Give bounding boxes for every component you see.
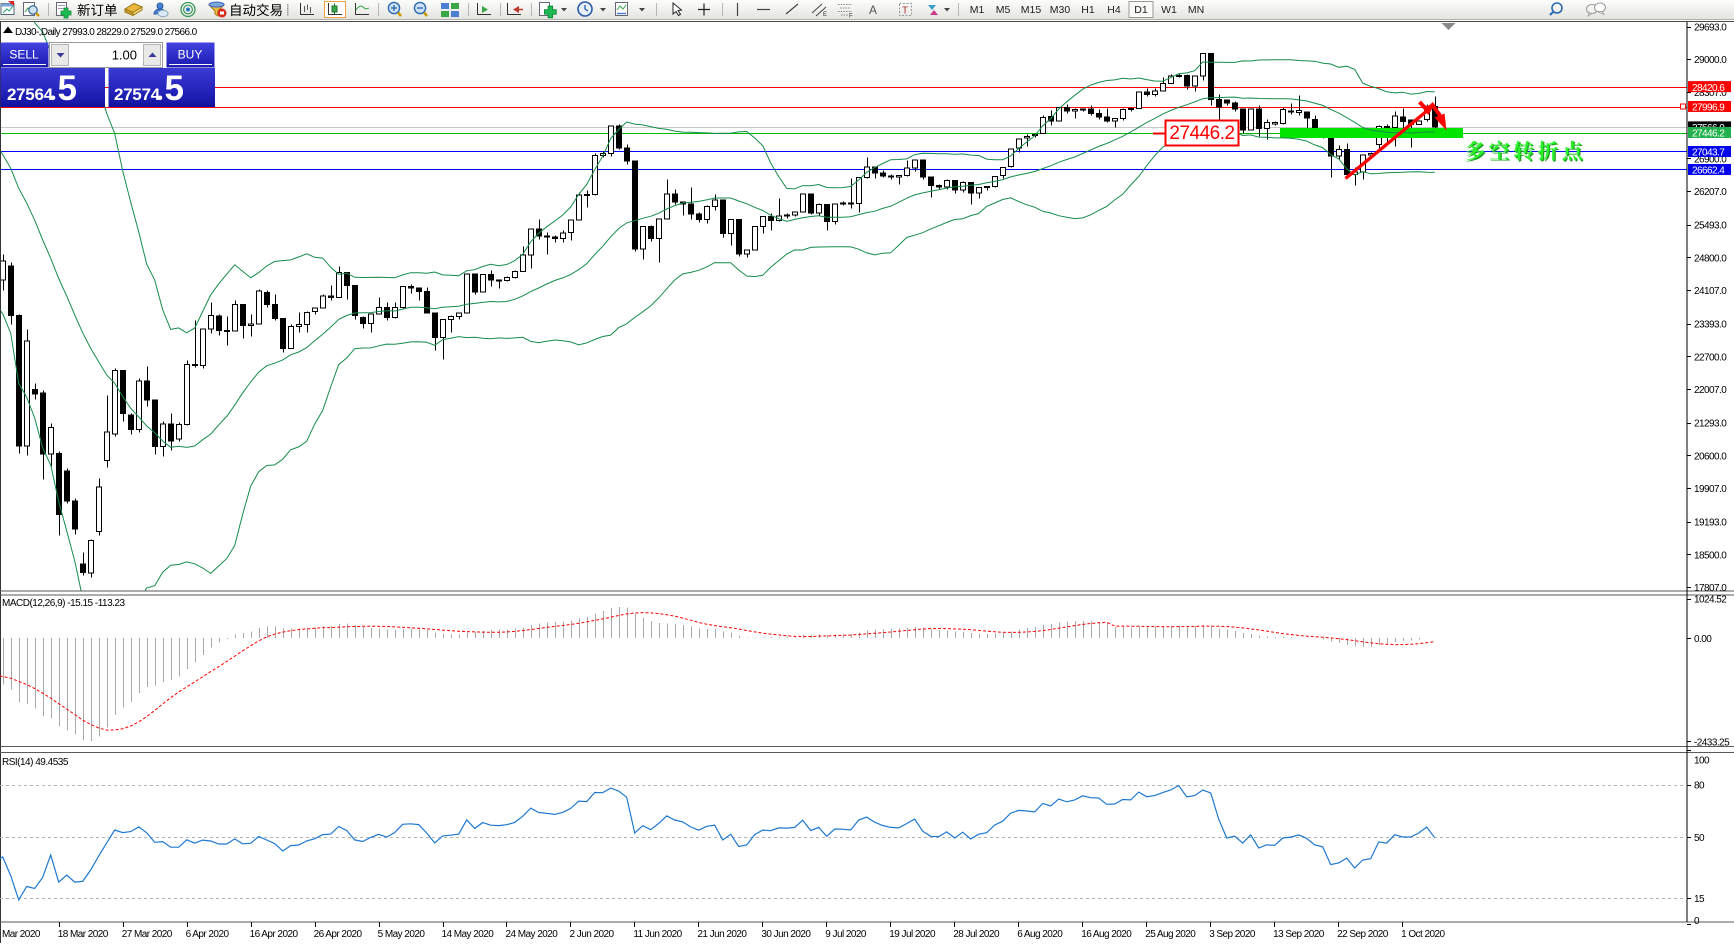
- svg-text:RSI(14) 49.4535: RSI(14) 49.4535: [2, 757, 69, 768]
- svg-text:27 Mar 2020: 27 Mar 2020: [122, 929, 173, 940]
- svg-text:1 Oct 2020: 1 Oct 2020: [1401, 929, 1445, 940]
- svg-text:6 Aug 2020: 6 Aug 2020: [1017, 929, 1063, 940]
- svg-text:23393.0: 23393.0: [1694, 320, 1727, 331]
- svg-text:H4: H4: [1107, 4, 1121, 16]
- svg-text:0: 0: [1694, 916, 1700, 927]
- svg-text:50: 50: [1694, 833, 1705, 844]
- svg-text:3 Sep 2020: 3 Sep 2020: [1209, 929, 1256, 940]
- svg-text:16 Aug 2020: 16 Aug 2020: [1081, 929, 1132, 940]
- svg-text:27564: 27564: [7, 85, 54, 104]
- svg-text:25493.0: 25493.0: [1694, 221, 1727, 232]
- svg-text:19193.0: 19193.0: [1694, 518, 1727, 529]
- svg-text:21293.0: 21293.0: [1694, 419, 1727, 430]
- svg-text:100: 100: [1694, 756, 1710, 767]
- svg-text:M5: M5: [996, 4, 1011, 16]
- svg-text:15: 15: [1694, 894, 1705, 905]
- svg-text:MACD(12,26,9) -15.15 -113.23: MACD(12,26,9) -15.15 -113.23: [2, 598, 125, 609]
- svg-text:26207.0: 26207.0: [1694, 187, 1727, 198]
- svg-text:26662.4: 26662.4: [1692, 166, 1725, 177]
- svg-text:BUY: BUY: [178, 48, 203, 62]
- svg-text:24107.0: 24107.0: [1694, 286, 1727, 297]
- svg-text:28420.6: 28420.6: [1692, 83, 1725, 94]
- svg-text:24 May 2020: 24 May 2020: [506, 929, 559, 940]
- svg-text:11 Jun 2020: 11 Jun 2020: [633, 929, 682, 940]
- svg-text:22007.0: 22007.0: [1694, 385, 1727, 396]
- svg-text:MN: MN: [1188, 4, 1204, 16]
- svg-text:5 May 2020: 5 May 2020: [378, 929, 426, 940]
- svg-text:1.00: 1.00: [112, 48, 137, 63]
- svg-text:Mar 2020: Mar 2020: [2, 929, 41, 940]
- svg-text:0.00: 0.00: [1694, 634, 1712, 645]
- svg-text:21 Jun 2020: 21 Jun 2020: [697, 929, 747, 940]
- svg-text:2 Jun 2020: 2 Jun 2020: [570, 929, 615, 940]
- svg-text:24800.0: 24800.0: [1694, 253, 1727, 264]
- svg-text:80: 80: [1694, 781, 1705, 792]
- svg-text:13 Sep 2020: 13 Sep 2020: [1273, 929, 1325, 940]
- svg-text:M1: M1: [970, 4, 985, 16]
- svg-text:29693.0: 29693.0: [1694, 23, 1727, 34]
- svg-text:18500.0: 18500.0: [1694, 550, 1727, 561]
- svg-text:M30: M30: [1050, 4, 1071, 16]
- svg-text:27043.7: 27043.7: [1692, 148, 1725, 159]
- svg-text:F: F: [849, 14, 853, 20]
- svg-text:26900.0: 26900.0: [1694, 154, 1727, 165]
- svg-text:D1: D1: [1134, 4, 1148, 16]
- svg-text:25 Aug 2020: 25 Aug 2020: [1145, 929, 1196, 940]
- svg-text:T: T: [902, 6, 908, 17]
- svg-text:9 Jul 2020: 9 Jul 2020: [825, 929, 867, 940]
- svg-text:27446.2: 27446.2: [1169, 123, 1234, 144]
- svg-text:W1: W1: [1161, 4, 1177, 16]
- svg-text:16 Apr 2020: 16 Apr 2020: [250, 929, 299, 940]
- svg-text:18 Mar 2020: 18 Mar 2020: [58, 929, 109, 940]
- svg-text:M15: M15: [1021, 4, 1042, 16]
- svg-text:28307.0: 28307.0: [1694, 88, 1727, 99]
- svg-text:20600.0: 20600.0: [1694, 451, 1727, 462]
- svg-text:5: 5: [165, 69, 184, 108]
- svg-text:26 Apr 2020: 26 Apr 2020: [314, 929, 363, 940]
- svg-text:28 Jul 2020: 28 Jul 2020: [953, 929, 1000, 940]
- svg-text:-2433.25: -2433.25: [1694, 737, 1730, 748]
- svg-text:E: E: [823, 12, 827, 18]
- svg-text:27996.9: 27996.9: [1692, 103, 1725, 114]
- svg-text:30 Jun 2020: 30 Jun 2020: [761, 929, 811, 940]
- svg-text:19 Jul 2020: 19 Jul 2020: [889, 929, 936, 940]
- svg-text:22700.0: 22700.0: [1694, 352, 1727, 363]
- svg-text:14 May 2020: 14 May 2020: [442, 929, 495, 940]
- svg-text:22 Sep 2020: 22 Sep 2020: [1337, 929, 1389, 940]
- svg-text:17807.0: 17807.0: [1694, 583, 1727, 594]
- svg-text:1024.52: 1024.52: [1694, 595, 1727, 606]
- svg-text:5: 5: [58, 69, 77, 108]
- svg-text:27574: 27574: [114, 85, 161, 104]
- svg-text:6 Apr 2020: 6 Apr 2020: [186, 929, 230, 940]
- svg-text:SELL: SELL: [9, 48, 39, 62]
- svg-text:H1: H1: [1081, 4, 1095, 16]
- svg-text:19907.0: 19907.0: [1694, 484, 1727, 495]
- svg-text:DJ30-,Daily 27993.0 28229.0 2: DJ30-,Daily 27993.0 28229.0 27529.0 2756…: [15, 27, 198, 38]
- svg-text:A: A: [869, 3, 877, 17]
- svg-text:29000.0: 29000.0: [1694, 55, 1727, 66]
- svg-text:27446.2: 27446.2: [1692, 129, 1725, 140]
